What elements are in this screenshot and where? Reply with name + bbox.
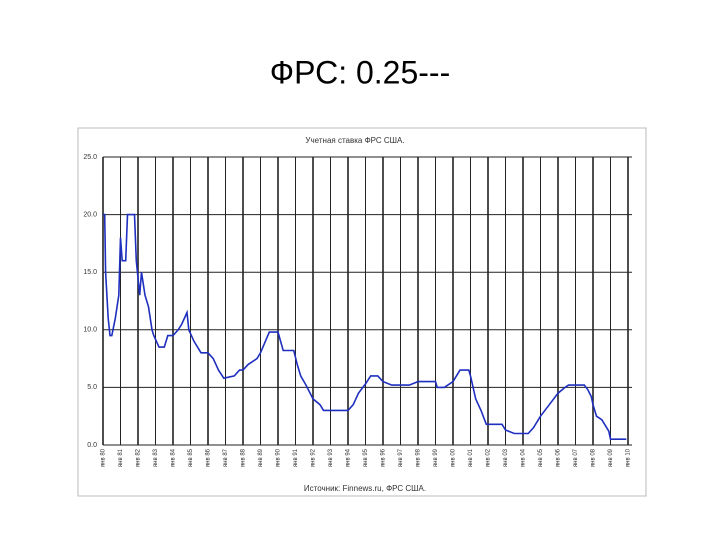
y-tick-label: 15.0 bbox=[83, 269, 97, 276]
x-tick-label: янв 91 bbox=[293, 448, 299, 467]
slide-title: ФРС: 0.25--- bbox=[270, 54, 450, 90]
chart-source: Источник: Finnews.ru, ФРС США. bbox=[304, 484, 426, 493]
x-tick-label: янв 82 bbox=[136, 448, 142, 467]
x-tick-label: янв 96 bbox=[381, 448, 387, 467]
x-tick-label: янв 02 bbox=[486, 448, 492, 467]
x-tick-label: янв 90 bbox=[276, 448, 282, 467]
x-tick-label: янв 81 bbox=[118, 448, 124, 467]
x-tick-label: янв 03 bbox=[503, 448, 509, 467]
x-tick-label: янв 07 bbox=[573, 448, 579, 467]
x-tick-label: янв 00 bbox=[451, 448, 457, 467]
x-tick-label: янв 04 bbox=[521, 448, 527, 467]
x-tick-label: янв 09 bbox=[608, 448, 614, 467]
x-tick-label: янв 88 bbox=[241, 448, 247, 467]
x-tick-label: янв 01 bbox=[468, 448, 474, 467]
x-tick-label: янв 93 bbox=[328, 448, 334, 467]
x-tick-label: янв 92 bbox=[311, 448, 317, 467]
x-tick-label: янв 85 bbox=[188, 448, 194, 467]
x-tick-label: янв 95 bbox=[363, 448, 369, 467]
x-tick-label: янв 80 bbox=[101, 448, 107, 467]
x-tick-label: янв 05 bbox=[538, 448, 544, 467]
y-tick-label: 25.0 bbox=[83, 154, 97, 161]
x-tick-label: янв 84 bbox=[171, 448, 177, 467]
chart-title: Учетная ставка ФРС США. bbox=[305, 136, 404, 145]
data-line bbox=[103, 213, 627, 440]
x-tick-label: янв 98 bbox=[416, 448, 422, 467]
y-tick-label: 0.0 bbox=[87, 442, 97, 449]
x-tick-label: янв 94 bbox=[346, 448, 352, 467]
x-tick-label: янв 08 bbox=[591, 448, 597, 467]
x-tick-label: янв 87 bbox=[223, 448, 229, 467]
y-tick-label: 10.0 bbox=[83, 327, 97, 334]
y-tick-label: 20.0 bbox=[83, 211, 97, 218]
x-tick-label: янв 89 bbox=[258, 448, 264, 467]
x-tick-label: янв 97 bbox=[398, 448, 404, 467]
x-tick-label: янв 83 bbox=[153, 448, 159, 467]
x-tick-label: янв 99 bbox=[433, 448, 439, 467]
y-tick-label: 5.0 bbox=[87, 384, 97, 391]
x-tick-label: янв 86 bbox=[206, 448, 212, 467]
x-tick-label: янв 10 bbox=[626, 448, 632, 467]
x-tick-label: янв 06 bbox=[556, 448, 562, 467]
chart-frame bbox=[77, 127, 647, 497]
